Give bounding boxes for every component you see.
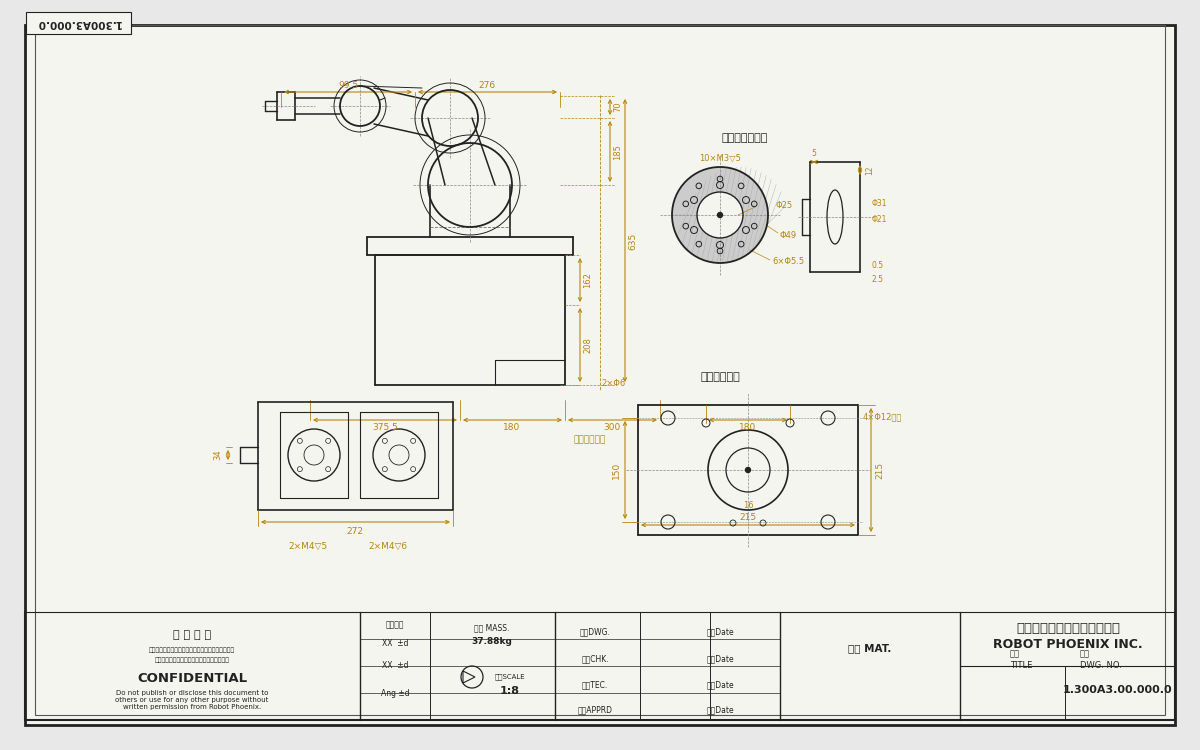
Text: 0.5: 0.5 [872,262,884,271]
Text: Φ25: Φ25 [775,200,792,209]
Text: 底座安装尺寸: 底座安装尺寸 [700,372,740,382]
Circle shape [718,212,722,217]
Text: 日期Date: 日期Date [706,655,734,664]
Bar [26,12,131,34]
Text: 150: 150 [612,461,620,478]
Text: 276: 276 [479,80,496,89]
Text: 日期Date: 日期Date [706,628,734,637]
Text: Do not publish or disclose this document to
others or use for any other purpose : Do not publish or disclose this document… [115,690,269,710]
Text: 12: 12 [865,165,875,175]
Text: XX  ±d: XX ±d [382,640,408,649]
Text: Φ49: Φ49 [780,230,797,239]
Text: 1.300A3.00.000.0: 1.300A3.00.000.0 [1063,685,1172,695]
Text: 材料 MAT.: 材料 MAT. [848,643,892,653]
Text: 215: 215 [739,512,756,521]
Text: 10×M3▽5: 10×M3▽5 [700,154,740,163]
Circle shape [697,192,743,238]
Text: ROBOT PHOENIX INC.: ROBOT PHOENIX INC. [994,638,1142,650]
Text: 215: 215 [876,461,884,478]
Circle shape [745,467,750,472]
Text: 名称: 名称 [1010,650,1020,658]
Circle shape [672,167,768,263]
Text: 日期Date: 日期Date [706,706,734,715]
Text: Ang ±d: Ang ±d [380,688,409,698]
Text: 2×M4▽6: 2×M4▽6 [368,542,408,550]
Text: 375.5: 375.5 [372,424,398,433]
Text: 635: 635 [629,232,637,250]
Text: 本图纸及相关内容是我们的财产，未经允许不得复制: 本图纸及相关内容是我们的财产，未经允许不得复制 [149,647,235,652]
Text: 批准APPRD: 批准APPRD [577,706,612,715]
Text: 日期Date: 日期Date [706,680,734,689]
Text: 法兰盘安装尺寸: 法兰盘安装尺寸 [722,133,768,143]
Text: 37.88kg: 37.88kg [472,638,512,646]
Text: 图号: 图号 [1080,650,1090,658]
Text: 济南翼菲自动化科技有限公司: 济南翼菲自动化科技有限公司 [1016,622,1120,634]
Text: 162: 162 [583,272,593,288]
Text: 16: 16 [743,500,754,509]
Text: 重量 MASS.: 重量 MASS. [474,623,510,632]
Text: 4×Φ12管道: 4×Φ12管道 [863,413,902,422]
Text: 70: 70 [613,102,623,112]
Text: 180: 180 [503,424,521,433]
Text: XX  ±d: XX ±d [382,662,408,670]
Text: CONFIDENTIAL: CONFIDENTIAL [137,671,247,685]
Text: 2×Φ6: 2×Φ6 [601,379,626,388]
Text: 涂装公差: 涂装公差 [385,620,404,629]
Text: 99.5: 99.5 [338,80,358,89]
Text: 1:8: 1:8 [500,686,520,696]
Text: 5: 5 [811,149,816,158]
Text: 线缆预留空间: 线缆预留空间 [574,436,606,445]
Text: 34: 34 [214,450,222,460]
Text: 检图DWG.: 检图DWG. [580,628,611,637]
Text: 或向他人提供或用于任何其他目的，违者必究: 或向他人提供或用于任何其他目的，违者必究 [155,657,229,663]
Text: Φ21: Φ21 [872,214,887,223]
Text: 2×M4▽5: 2×M4▽5 [288,542,328,550]
Text: TITLE: TITLE [1010,661,1032,670]
Text: 2.5: 2.5 [872,275,884,284]
Text: 180: 180 [739,422,757,431]
Text: 300: 300 [604,424,620,433]
Text: Φ31: Φ31 [872,199,888,208]
Text: 审核CHK.: 审核CHK. [581,655,608,664]
Text: 比例SCALE: 比例SCALE [494,674,526,680]
Text: 6×Φ5.5: 6×Φ5.5 [772,257,804,266]
Text: DWG. NO.: DWG. NO. [1080,661,1122,670]
Text: 185: 185 [613,144,623,160]
Text: 1.300A3.000.0: 1.300A3.000.0 [35,18,121,28]
Text: 208: 208 [583,337,593,353]
Text: 工艺TEC.: 工艺TEC. [582,680,608,689]
Text: 272: 272 [347,527,364,536]
Text: 机 密 文 件: 机 密 文 件 [173,630,211,640]
